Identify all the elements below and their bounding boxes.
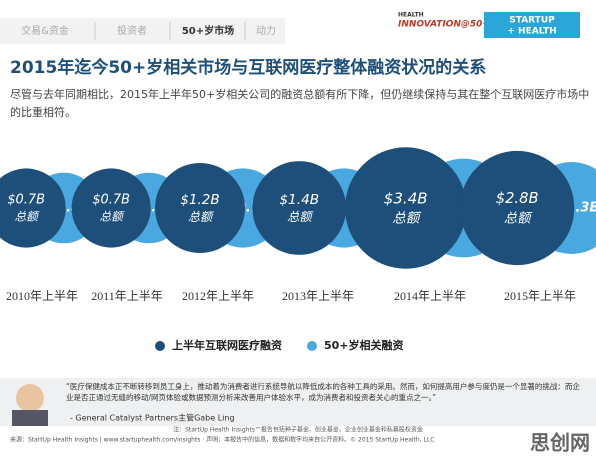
tab[interactable]: 交易&资金	[21, 24, 69, 37]
logo-box	[484, 12, 580, 38]
logo-text: INNOVATION@50+	[398, 20, 490, 30]
tab-active[interactable]: 50+岁市场	[182, 24, 234, 37]
bubble-dark	[344, 147, 467, 269]
logo-text: + HEALTH	[507, 27, 556, 37]
legend-marker	[307, 341, 317, 351]
x-tick-label: 2010年上半年	[6, 289, 78, 303]
tab[interactable]: 动力	[256, 24, 276, 37]
logo-text: STARTUP	[509, 16, 555, 26]
watermark: 思创网	[530, 431, 590, 455]
footer-source: 来源：StartUp Health Insights | www.startup…	[10, 436, 434, 444]
value-label: $1.4B	[279, 192, 319, 208]
legend-label: 上半年互联网医疗融资	[172, 338, 282, 352]
value-label: $0.7B	[92, 193, 130, 208]
bubble-dark	[71, 168, 151, 248]
x-tick-label: 2012年上半年	[182, 289, 254, 303]
portrait	[12, 410, 48, 426]
quote-text: “医疗保健成本正不断转移到员工身上，推动着为消费者进行系统导航以降低成本的各种工…	[66, 382, 580, 402]
quote-box	[0, 378, 596, 426]
total-label: 总额	[15, 210, 41, 224]
total-label: 总额	[392, 211, 422, 227]
tab-bar	[0, 18, 285, 44]
logo-text: HEALTH	[398, 12, 424, 19]
quote-author: - General Catalyst Partners主管Gabe Ling	[70, 413, 235, 423]
value-label: $3.4B	[384, 189, 428, 207]
legend-marker	[155, 341, 165, 351]
plot: $0.4B$0.7B总额$0.4B$0.7B总额$0.7B$1.2B总额$0.7…	[0, 147, 596, 269]
x-tick-label: 2014年上半年	[394, 289, 466, 303]
bubble-dark	[460, 150, 575, 266]
value-label: $1.2B	[180, 192, 219, 208]
tab[interactable]: 投资者	[117, 24, 147, 37]
value-label: $2.8B	[496, 190, 539, 207]
subtitle: 尽管与去年同期相比，2015年上半年50+岁相关公司的融资总额有所下降，但仍继续…	[10, 88, 590, 119]
x-tick-label: 2015年上半年	[504, 289, 576, 303]
total-label: 总额	[287, 210, 314, 224]
x-tick-label: 2011年上半年	[91, 289, 163, 303]
total-label: 总额	[100, 210, 126, 224]
bubble-dark	[154, 162, 246, 254]
x-tick-label: 2013年上半年	[282, 289, 354, 303]
total-label: 总额	[504, 210, 533, 226]
value-label: $0.7B	[7, 193, 45, 208]
total-label: 总额	[188, 210, 214, 224]
portrait	[16, 384, 44, 412]
legend-label: 50+岁相关融资	[324, 338, 404, 352]
footer-note: 注：StartUp Health Insights™报告包括种子基金、创业基金、…	[173, 426, 423, 434]
chart-title: 2015年迄今50+岁相关市场与互联网医疗整体融资状况的关系	[10, 57, 486, 78]
bubble-dark	[252, 161, 347, 255]
bubble-dark	[0, 168, 66, 248]
